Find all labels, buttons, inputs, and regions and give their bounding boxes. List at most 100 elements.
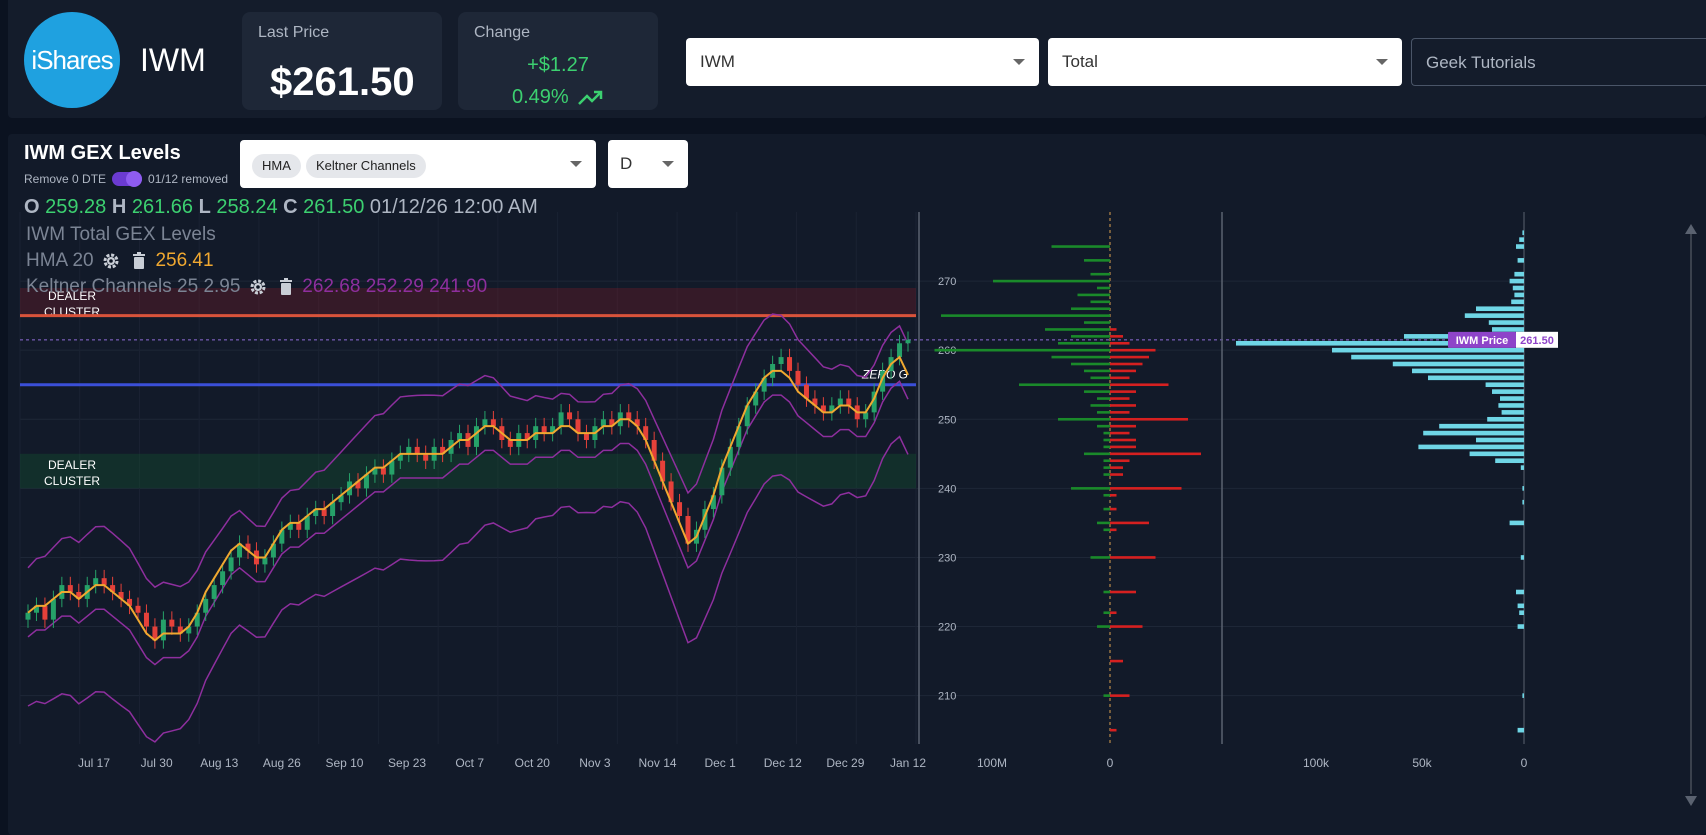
gex-call-bar	[1071, 307, 1110, 311]
x-tick-label: Dec 29	[826, 756, 864, 770]
gex-call-bar	[934, 348, 1110, 352]
candle-body	[482, 419, 488, 427]
symbol-select[interactable]: IWM	[686, 38, 1039, 86]
candle-body	[186, 626, 192, 634]
gex-put-bar	[1110, 473, 1123, 476]
candle-body	[42, 605, 48, 620]
gex-put-bar	[1110, 728, 1117, 732]
scroll-track	[1690, 234, 1692, 794]
candle-body	[719, 467, 725, 496]
gear-icon[interactable]	[249, 278, 267, 296]
gex-put-bar	[1110, 411, 1130, 414]
volume-bar	[1517, 258, 1524, 263]
volume-bar	[1351, 354, 1524, 360]
candle-body	[135, 605, 141, 613]
candle-body	[710, 495, 716, 510]
candle-body	[118, 592, 124, 599]
gex-put-bar	[1110, 556, 1156, 559]
candle-body	[871, 391, 877, 413]
candle-body	[380, 467, 386, 475]
candle-body	[880, 370, 886, 392]
gex-call-bar	[1071, 487, 1110, 490]
last-price-card: Last Price $261.50	[242, 12, 442, 110]
volume-bar	[1498, 403, 1524, 408]
gex-call-bar	[1097, 424, 1110, 428]
volume-bar	[1516, 589, 1524, 595]
volume-bar	[1492, 389, 1524, 394]
scroll-up-icon[interactable]	[1685, 224, 1697, 234]
volume-bar	[1509, 278, 1524, 284]
chevron-down-icon	[1013, 59, 1025, 65]
price-tag-bg	[1448, 331, 1516, 348]
volume-bar	[1392, 361, 1524, 367]
trash-icon[interactable]	[278, 277, 294, 296]
bar-datetime: 01/12/26 12:00 AM	[369, 196, 538, 218]
volume-bar	[1476, 306, 1524, 312]
x-tick-label: Oct 7	[455, 756, 484, 770]
dealer-cluster-label: DEALER CLUSTER	[44, 458, 100, 488]
gex-call-bar	[1103, 528, 1110, 532]
scroll-down-icon[interactable]	[1685, 796, 1697, 806]
gear-icon[interactable]	[102, 252, 120, 270]
gex-call-bar	[1103, 459, 1110, 463]
gex-put-bar	[1110, 459, 1130, 463]
gex-put-bar	[1110, 659, 1123, 663]
volume-bar	[1332, 347, 1524, 353]
legend-hma-row: HMA 20 256.41	[26, 250, 214, 272]
candle-body	[160, 619, 166, 641]
candle-body	[490, 419, 496, 427]
candle-body	[296, 522, 302, 530]
x-tick-label: Jul 30	[141, 756, 173, 770]
gex-type-select-value: Total	[1062, 52, 1098, 71]
volume-bar	[1517, 727, 1524, 733]
candle-body	[575, 419, 581, 434]
gex-call-bar	[1090, 300, 1110, 304]
y-tick-label: 220	[938, 622, 956, 634]
gex-put-bar	[1110, 424, 1136, 428]
timeframe-select[interactable]: D	[608, 140, 688, 188]
trending-up-icon	[578, 90, 603, 105]
high-label: H	[111, 196, 127, 218]
gex-put-bar	[1110, 341, 1130, 345]
indicator-chip-hma[interactable]: HMA	[252, 154, 301, 178]
candle-body	[812, 398, 818, 406]
hma-period: 20	[72, 250, 94, 271]
volume-bar	[1522, 230, 1524, 236]
change-absolute: +$1.27	[527, 54, 589, 76]
tutorials-field[interactable]: Geek Tutorials	[1411, 38, 1706, 86]
gex-call-bar	[1103, 694, 1110, 697]
gex-call-bar	[1058, 417, 1110, 421]
remove-0dte-toggle[interactable]	[112, 171, 143, 187]
remove-0dte-label: Remove 0 DTE	[24, 172, 107, 186]
gex-call-bar	[1084, 321, 1110, 324]
volume-bar	[1522, 693, 1524, 698]
vertical-scrollbar[interactable]	[1684, 222, 1698, 808]
volume-bar	[1522, 486, 1524, 491]
indicator-select[interactable]: HMA Keltner Channels	[240, 140, 596, 188]
high-value: 261.66	[131, 196, 194, 218]
price-chart[interactable]: 210220230240250260270DEALERCLUSTERDEALER…	[8, 212, 1698, 835]
candle-body	[787, 357, 793, 371]
x-tick-label: Sep 10	[325, 756, 363, 770]
candle-body	[660, 460, 666, 482]
candle-body	[668, 481, 674, 503]
y-tick-label: 210	[938, 691, 956, 703]
gex-call-bar	[1019, 383, 1110, 387]
candle-body	[355, 481, 361, 489]
gex-call-bar	[1103, 611, 1110, 615]
candle-body	[270, 543, 276, 558]
indicator-chip-keltner[interactable]: Keltner Channels	[306, 154, 426, 178]
candle-body	[651, 440, 657, 461]
price-tag-value: 261.50	[1520, 335, 1554, 347]
gex-put-bar	[1110, 355, 1149, 359]
gex-call-bar	[1103, 590, 1110, 594]
hma-line	[27, 355, 909, 642]
gex-call-bar	[1097, 397, 1110, 400]
volume-bar	[1520, 465, 1524, 470]
gex-type-select[interactable]: Total	[1048, 38, 1402, 86]
gex-call-bar	[1097, 411, 1110, 414]
gex-call-bar	[1084, 369, 1110, 373]
top-bar: iShares IWM Last Price $261.50 Change +$…	[8, 0, 1706, 118]
trash-icon[interactable]	[131, 251, 147, 270]
volume-bar	[1485, 382, 1524, 388]
